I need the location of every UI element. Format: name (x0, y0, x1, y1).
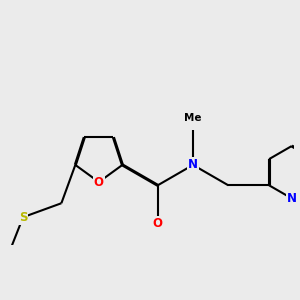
Text: O: O (153, 217, 163, 230)
Text: S: S (19, 211, 27, 224)
Text: O: O (94, 176, 104, 188)
Text: N: N (188, 158, 198, 171)
Text: N: N (287, 192, 297, 205)
Text: Me: Me (184, 113, 202, 123)
